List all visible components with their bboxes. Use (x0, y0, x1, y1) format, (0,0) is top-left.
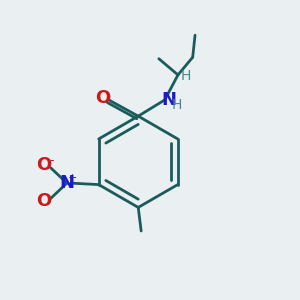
Text: -: - (50, 154, 54, 167)
Text: +: + (68, 173, 77, 183)
Text: N: N (162, 91, 177, 109)
Text: N: N (59, 174, 74, 192)
Text: O: O (37, 192, 52, 210)
Text: H: H (171, 98, 182, 112)
Text: H: H (181, 69, 191, 83)
Text: O: O (95, 89, 110, 107)
Text: O: O (37, 157, 52, 175)
